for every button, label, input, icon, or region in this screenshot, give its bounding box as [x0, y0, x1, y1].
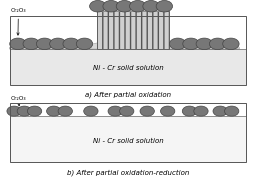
- Circle shape: [182, 106, 197, 116]
- Text: Cr₂O₃: Cr₂O₃: [10, 8, 26, 35]
- Wedge shape: [169, 43, 186, 49]
- Wedge shape: [122, 5, 139, 11]
- Circle shape: [108, 106, 122, 116]
- Bar: [10, 49, 246, 85]
- Circle shape: [169, 38, 186, 50]
- Text: a) After partial oxidation: a) After partial oxidation: [85, 92, 171, 98]
- Circle shape: [76, 38, 93, 50]
- Circle shape: [130, 1, 146, 12]
- Wedge shape: [182, 43, 200, 49]
- Bar: [10, 116, 246, 162]
- Wedge shape: [23, 43, 40, 49]
- Wedge shape: [147, 5, 165, 11]
- Wedge shape: [109, 5, 126, 11]
- Circle shape: [213, 106, 227, 116]
- Wedge shape: [116, 43, 133, 49]
- Circle shape: [225, 106, 239, 116]
- Wedge shape: [129, 43, 146, 49]
- Circle shape: [7, 106, 21, 116]
- Bar: [97, 11, 169, 49]
- Circle shape: [58, 106, 72, 116]
- Circle shape: [223, 38, 239, 50]
- Text: Ni - Cr solid solution: Ni - Cr solid solution: [93, 138, 163, 144]
- Wedge shape: [62, 43, 80, 49]
- Circle shape: [161, 106, 175, 116]
- Wedge shape: [142, 43, 160, 49]
- Circle shape: [17, 106, 31, 116]
- Bar: [10, 16, 246, 85]
- Circle shape: [36, 38, 53, 50]
- Circle shape: [50, 38, 66, 50]
- Circle shape: [10, 38, 26, 50]
- Circle shape: [156, 1, 173, 12]
- Circle shape: [196, 38, 212, 50]
- Wedge shape: [222, 43, 240, 49]
- Circle shape: [194, 106, 208, 116]
- Circle shape: [63, 38, 79, 50]
- Circle shape: [116, 1, 133, 12]
- Text: Cr₂O₃: Cr₂O₃: [10, 96, 26, 106]
- Wedge shape: [96, 5, 114, 11]
- Circle shape: [140, 106, 154, 116]
- Bar: [10, 103, 246, 162]
- Circle shape: [47, 106, 61, 116]
- Wedge shape: [156, 43, 173, 49]
- Circle shape: [120, 106, 134, 116]
- Wedge shape: [36, 43, 53, 49]
- Wedge shape: [209, 43, 226, 49]
- Wedge shape: [135, 5, 152, 11]
- Circle shape: [183, 38, 199, 50]
- Circle shape: [209, 38, 226, 50]
- Wedge shape: [89, 43, 106, 49]
- Wedge shape: [102, 43, 120, 49]
- Circle shape: [143, 1, 159, 12]
- Circle shape: [23, 38, 39, 50]
- Circle shape: [27, 106, 42, 116]
- Circle shape: [103, 1, 119, 12]
- Wedge shape: [49, 43, 67, 49]
- Wedge shape: [196, 43, 213, 49]
- Text: Ni - Cr solid solution: Ni - Cr solid solution: [93, 64, 163, 71]
- Wedge shape: [9, 43, 27, 49]
- Wedge shape: [76, 43, 93, 49]
- Circle shape: [84, 106, 98, 116]
- Text: NiO: NiO: [147, 4, 164, 11]
- Text: b) After partial oxidation-reduction: b) After partial oxidation-reduction: [67, 169, 189, 176]
- Circle shape: [90, 1, 106, 12]
